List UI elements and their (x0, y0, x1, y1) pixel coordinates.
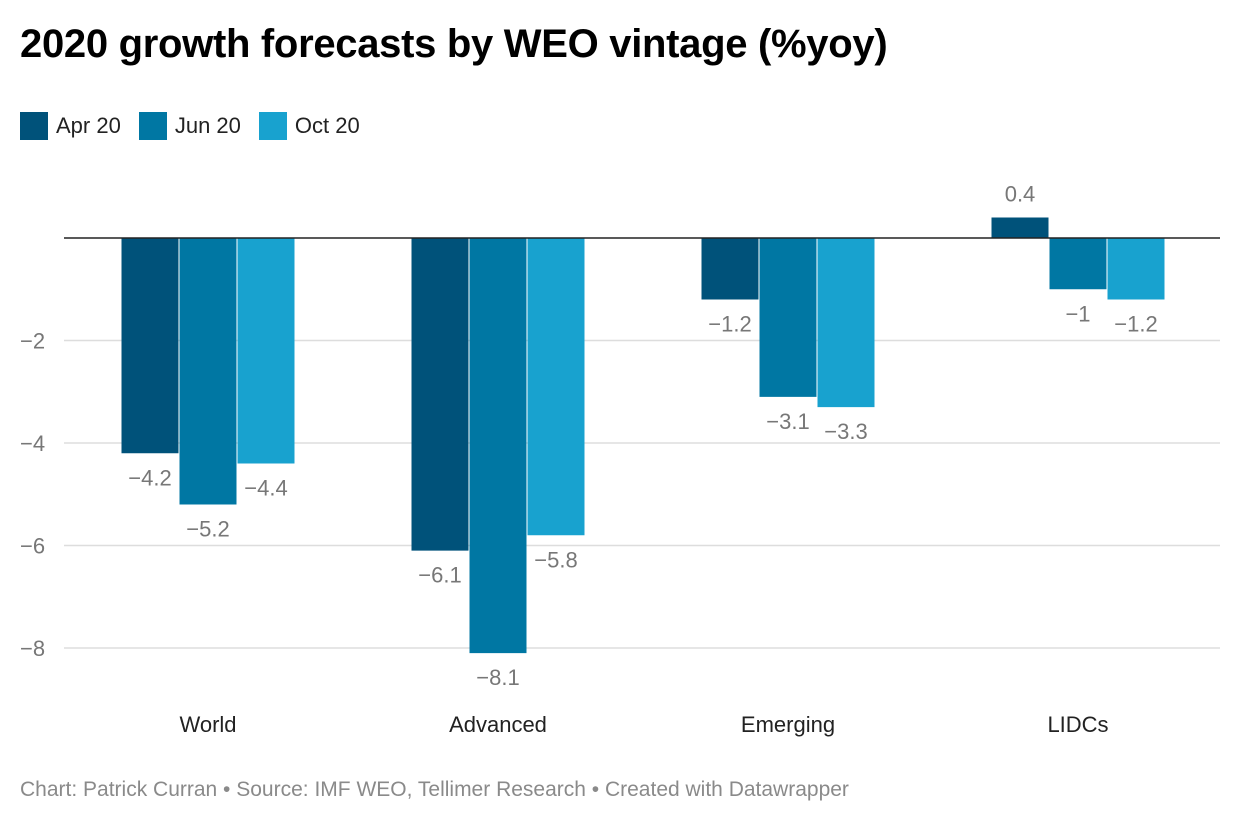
bar (469, 238, 527, 654)
data-label: −1.2 (708, 312, 751, 337)
legend: Apr 20 Jun 20 Oct 20 (20, 112, 360, 140)
bar (179, 238, 237, 505)
bar (759, 238, 817, 397)
bar (701, 238, 759, 300)
legend-swatch-oct (258, 112, 287, 140)
legend-label-oct: Oct 20 (294, 113, 360, 138)
chart-title: 2020 growth forecasts by WEO vintage (%y… (20, 22, 888, 66)
data-label: −6.1 (418, 563, 461, 588)
x-tick-label: World (179, 712, 236, 737)
data-label: −4.4 (244, 476, 287, 501)
x-tick-label: Emerging (741, 712, 835, 737)
legend-label-apr: Apr 20 (56, 113, 121, 138)
y-tick-label: −6 (20, 534, 45, 559)
data-label: −1.2 (1114, 312, 1157, 337)
bar-chart: −2 −4 −6 −8 −4.2 −5.2 −4.4 World −6.1 −8.1 −5.8 Adv… (20, 182, 1220, 737)
x-tick-label: Advanced (449, 712, 547, 737)
data-label: −4.2 (128, 465, 171, 490)
legend-item-apr: Apr 20 (20, 112, 121, 140)
data-label: −8.1 (476, 665, 519, 690)
data-label: −3.1 (766, 409, 809, 434)
legend-item-jun: Jun 20 (138, 112, 241, 140)
bar (411, 238, 469, 551)
y-tick-label: −4 (20, 431, 45, 456)
legend-label-jun: Jun 20 (174, 113, 241, 138)
legend-swatch-jun (138, 112, 167, 140)
x-tick-label: LIDCs (1047, 712, 1108, 737)
bar (991, 217, 1049, 238)
data-label: −3.3 (824, 419, 867, 444)
data-label: 0.4 (1005, 182, 1036, 207)
bar (1107, 238, 1165, 300)
legend-item-oct: Oct 20 (258, 112, 360, 140)
bar (1049, 238, 1107, 290)
bar (121, 238, 179, 454)
bar (817, 238, 875, 408)
data-label: −5.2 (186, 517, 229, 542)
data-label: −1 (1065, 301, 1090, 326)
bar (527, 238, 585, 536)
data-label: −5.8 (534, 547, 577, 572)
y-tick-label: −8 (20, 636, 45, 661)
footer-credit: Chart: Patrick Curran • Source: IMF WEO,… (20, 778, 849, 801)
legend-swatch-apr (20, 112, 48, 140)
bar (237, 238, 295, 464)
y-tick-label: −2 (20, 329, 45, 354)
